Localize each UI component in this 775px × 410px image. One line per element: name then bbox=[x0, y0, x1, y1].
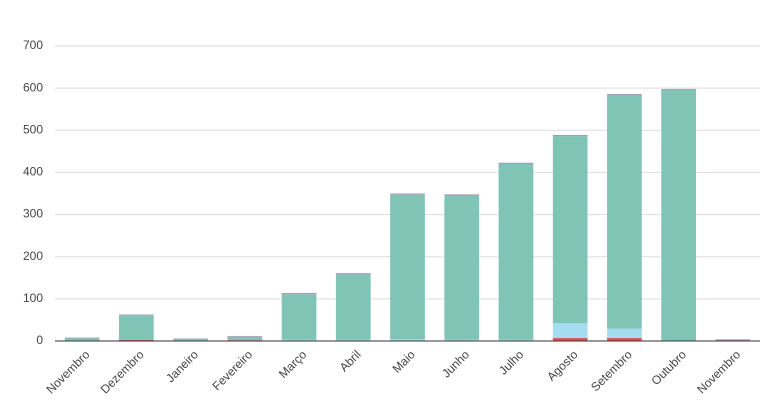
y-tick-label: 0 bbox=[36, 333, 43, 347]
bar-segment bbox=[499, 164, 534, 340]
bar-segment bbox=[499, 340, 534, 341]
bar-segment bbox=[119, 315, 154, 339]
y-tick-label: 300 bbox=[23, 207, 43, 221]
x-tick-label: Novembro bbox=[43, 347, 92, 396]
bar-segment bbox=[499, 163, 534, 164]
x-tick-label: Dezembro bbox=[98, 347, 147, 396]
x-tick-label: Julho bbox=[496, 347, 526, 377]
y-tick-label: 400 bbox=[23, 165, 43, 179]
bar-segment bbox=[607, 96, 642, 329]
bar-segment bbox=[661, 89, 696, 90]
bar-segment bbox=[390, 195, 425, 340]
bar-segment bbox=[390, 339, 425, 340]
bar-segment bbox=[553, 323, 588, 338]
x-tick-label: Agosto bbox=[544, 347, 581, 384]
x-tick-label: Novembro bbox=[694, 347, 743, 396]
x-tick-label: Fevereiro bbox=[209, 347, 255, 393]
x-tick-label: Outubro bbox=[648, 347, 689, 388]
bar-segment bbox=[607, 94, 642, 96]
x-tick-label: Março bbox=[276, 347, 310, 381]
bar-segment bbox=[444, 194, 479, 195]
bar-segment bbox=[390, 194, 425, 195]
bar-segment bbox=[227, 336, 262, 337]
y-tick-label: 700 bbox=[23, 38, 43, 52]
y-tick-label: 600 bbox=[23, 80, 43, 94]
bar-segment bbox=[282, 293, 317, 294]
bar-segment bbox=[119, 314, 154, 315]
y-tick-label: 100 bbox=[23, 291, 43, 305]
bar-segment bbox=[282, 340, 317, 341]
y-tick-label: 200 bbox=[23, 249, 43, 263]
x-tick-label: Junho bbox=[439, 347, 472, 380]
x-tick-label: Abril bbox=[337, 347, 364, 374]
bar-segment bbox=[444, 196, 479, 340]
bar-segment bbox=[282, 294, 317, 340]
bar-segment bbox=[553, 135, 588, 136]
bar-segment bbox=[661, 90, 696, 341]
bar-segment bbox=[336, 340, 371, 341]
bar-segment bbox=[65, 338, 100, 339]
bar-segment bbox=[716, 339, 751, 340]
bar-segment bbox=[227, 337, 262, 340]
bar-segment bbox=[607, 329, 642, 338]
bar-segment bbox=[173, 338, 208, 339]
bar-segment bbox=[336, 274, 371, 339]
bar-segment bbox=[553, 136, 588, 323]
x-tick-label: Setembro bbox=[588, 347, 635, 394]
bar-segment bbox=[336, 273, 371, 274]
x-tick-label: Janeiro bbox=[163, 347, 201, 385]
bar-segment bbox=[444, 340, 479, 341]
y-tick-label: 500 bbox=[23, 122, 43, 136]
x-tick-label: Maio bbox=[390, 347, 419, 376]
